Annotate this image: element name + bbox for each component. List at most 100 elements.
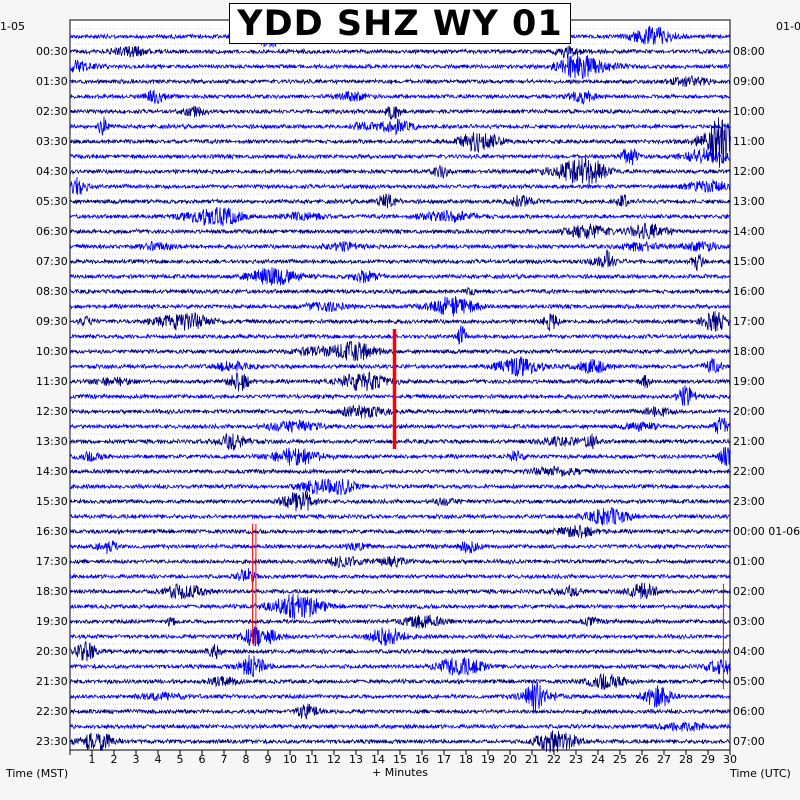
trace-line [69, 296, 731, 317]
trace-line [69, 524, 731, 539]
left-time-label: 15:30 [36, 494, 68, 508]
trace-line [69, 446, 731, 466]
x-tick-label: 15 [393, 753, 407, 766]
left-time-label: 01:30 [36, 74, 68, 88]
trace-line [69, 193, 731, 209]
x-tick-label: 29 [701, 753, 715, 766]
left-time-label: 09:30 [36, 314, 68, 328]
left-time-label: 04:30 [36, 164, 68, 178]
x-tick-label: 7 [220, 753, 228, 766]
right-date-label: 01-0 [776, 20, 800, 33]
right-time-label: 22:00 [733, 464, 765, 478]
x-tick-label: 24 [591, 753, 605, 766]
right-time-label: 07:00 [733, 734, 765, 748]
x-tick-label: 13 [349, 753, 363, 766]
trace-line [69, 89, 731, 105]
x-tick-label: 5 [176, 753, 184, 766]
x-tick-label: 1 [88, 753, 96, 766]
x-tick-label: 12 [327, 753, 341, 766]
left-time-label: 05:30 [36, 194, 68, 208]
left-time-label: 13:30 [36, 434, 68, 448]
x-tick-label: 22 [547, 753, 561, 766]
left-axis-label: Time (MST) [6, 767, 69, 780]
x-tick-label: 25 [613, 753, 627, 766]
x-axis-label: + Minutes [372, 766, 429, 779]
trace-line [69, 404, 731, 419]
left-time-label: 11:30 [36, 374, 68, 388]
left-time-label: 23:30 [36, 734, 68, 748]
trace-layer [69, 25, 731, 753]
trace-line [69, 654, 731, 678]
right-time-label: 03:00 [733, 614, 765, 628]
left-time-label: 16:30 [36, 524, 68, 538]
right-time-label: 23:00 [733, 494, 765, 508]
trace-line [69, 340, 731, 362]
left-time-label: 19:30 [36, 614, 68, 628]
right-time-label: 14:00 [733, 224, 765, 238]
trace-line [69, 116, 731, 136]
trace-line [69, 626, 731, 647]
right-time-label: 20:00 [733, 404, 765, 418]
x-tick-label: 8 [242, 753, 250, 766]
right-time-label: 17:00 [733, 314, 765, 328]
trace-line [69, 491, 731, 512]
right-time-label: 02:00 [733, 584, 765, 598]
trace-line [69, 117, 731, 168]
x-tick-label: 26 [635, 753, 649, 766]
left-time-label: 17:30 [36, 554, 68, 568]
x-tick-label: 6 [198, 753, 206, 766]
right-time-label: 13:00 [733, 194, 765, 208]
left-time-label: 03:30 [36, 134, 68, 148]
x-tick-label: 10 [283, 753, 297, 766]
trace-line [69, 240, 731, 253]
x-tick-label: 17 [437, 753, 451, 766]
trace-line [69, 311, 731, 332]
x-tick-label: 20 [503, 753, 517, 766]
x-tick-label: 27 [657, 753, 671, 766]
trace-line [69, 177, 731, 195]
trace-line [69, 641, 731, 662]
trace-line [69, 45, 731, 59]
x-tick-label: 16 [415, 753, 429, 766]
x-tick-label: 9 [264, 753, 272, 766]
trace-line [69, 267, 731, 286]
trace-line [69, 593, 731, 620]
left-time-label: 10:30 [36, 344, 68, 358]
x-tick-label: 11 [305, 753, 319, 766]
grid-layer [70, 28, 730, 735]
x-tick-label: 30 [723, 753, 737, 766]
trace-line [69, 673, 731, 690]
right-time-label: 01:00 [733, 554, 765, 568]
event-layer [252, 329, 724, 689]
trace-line [69, 371, 731, 392]
trace-line [69, 478, 731, 496]
left-time-label: 14:30 [36, 464, 68, 478]
left-time-label: 20:30 [36, 644, 68, 658]
right-time-label: 16:00 [733, 284, 765, 298]
trace-line [69, 157, 731, 186]
right-time-label: 06:00 [733, 704, 765, 718]
left-time-label: 08:30 [36, 284, 68, 298]
trace-line [69, 147, 731, 166]
right-time-label: 12:00 [733, 164, 765, 178]
trace-line [69, 582, 731, 600]
trace-line [70, 465, 731, 477]
trace-line [69, 416, 731, 434]
x-tick-label: 19 [481, 753, 495, 766]
trace-line [70, 703, 731, 720]
right-time-label: 04:00 [733, 644, 765, 658]
x-tick-label: 4 [154, 753, 162, 766]
right-time-label: 19:00 [733, 374, 765, 388]
left-time-label: 02:30 [36, 104, 68, 118]
trace-line [69, 222, 731, 240]
trace-line [69, 325, 731, 345]
chart-title-box: YDD SHZ WY 01 [229, 3, 571, 44]
right-time-label: 18:00 [733, 344, 765, 358]
left-time-label: 18:30 [36, 584, 68, 598]
left-time-label: 21:30 [36, 674, 68, 688]
trace-line [69, 54, 731, 79]
right-time-label: 05:00 [733, 674, 765, 688]
trace-line [69, 248, 731, 272]
trace-line [69, 206, 731, 227]
